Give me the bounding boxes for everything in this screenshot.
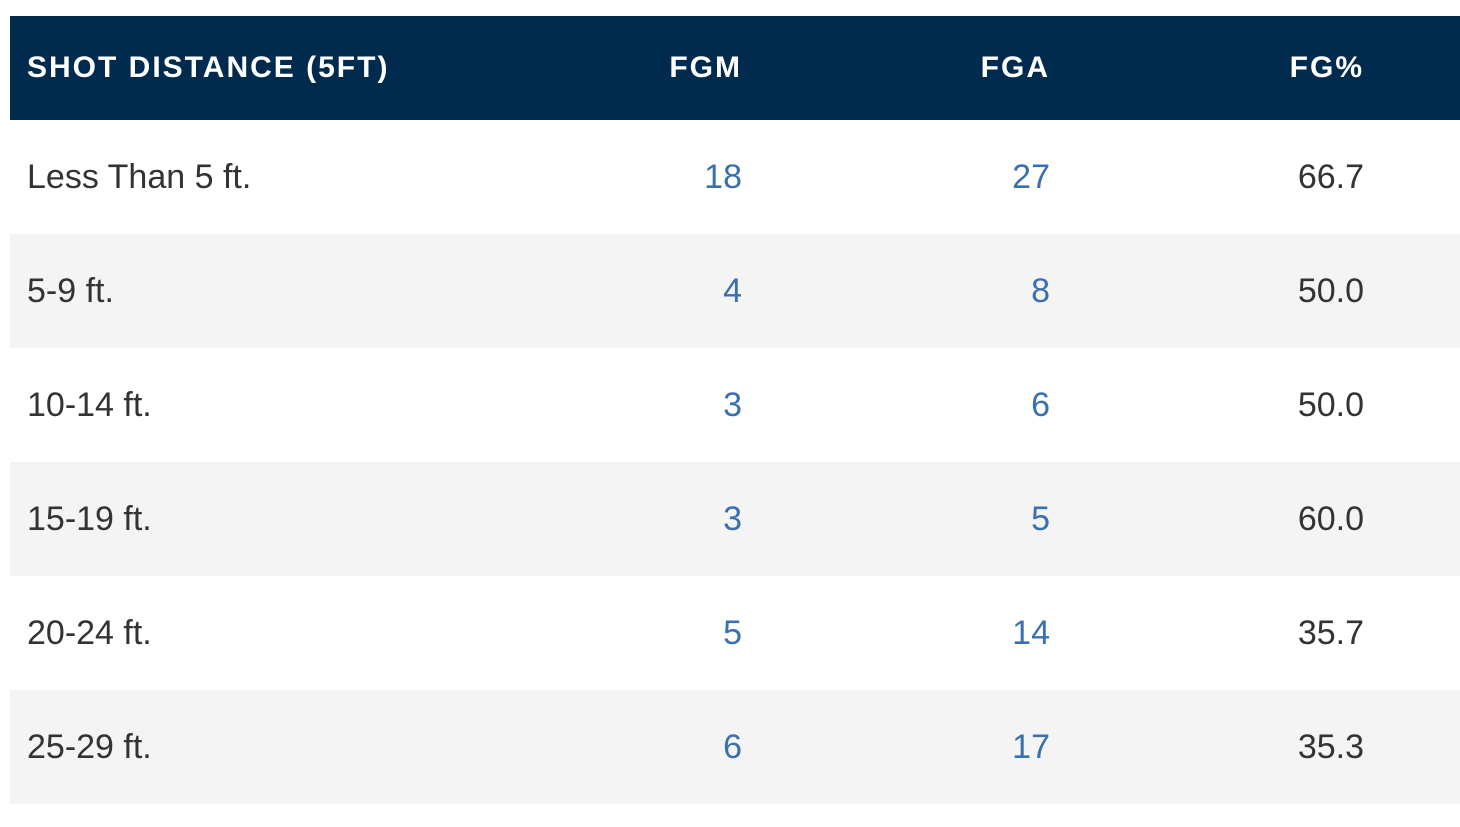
table-header: SHOT DISTANCE (5FT) FGM FGA FG% — [10, 16, 1460, 120]
row-spacer — [1364, 690, 1460, 804]
header-spacer — [1364, 16, 1460, 120]
table-row: 25-29 ft. 6 17 35.3 — [10, 690, 1460, 804]
cell-fgm-link[interactable]: 3 — [723, 385, 742, 424]
cell-fgm-link[interactable]: 18 — [704, 157, 742, 196]
row-spacer — [1364, 120, 1460, 234]
cell-shot-distance: 15-19 ft. — [27, 499, 152, 538]
table-row: Less Than 5 ft. 18 27 66.7 — [10, 120, 1460, 234]
cell-fga-link[interactable]: 5 — [1031, 499, 1050, 538]
cell-shot-distance: 25-29 ft. — [27, 727, 152, 766]
table-row: 5-9 ft. 4 8 50.0 — [10, 234, 1460, 348]
cell-shot-distance: 20-24 ft. — [27, 613, 152, 652]
cell-fga-link[interactable]: 27 — [1012, 157, 1050, 196]
cell-fg-pct: 50.0 — [1297, 385, 1364, 424]
row-spacer — [1364, 576, 1460, 690]
cell-shot-distance: 10-14 ft. — [27, 385, 152, 424]
header-row: SHOT DISTANCE (5FT) FGM FGA FG% — [10, 16, 1460, 120]
column-header-fgm[interactable]: FGM — [669, 51, 742, 84]
cell-shot-distance: 5-9 ft. — [27, 271, 114, 310]
cell-fgm-link[interactable]: 4 — [723, 271, 742, 310]
cell-fga-link[interactable]: 14 — [1012, 613, 1050, 652]
table-body: Less Than 5 ft. 18 27 66.7 5-9 ft. 4 8 5… — [10, 120, 1460, 804]
row-spacer — [1364, 234, 1460, 348]
column-header-shot-distance[interactable]: SHOT DISTANCE (5FT) — [27, 51, 390, 84]
cell-shot-distance: Less Than 5 ft. — [27, 157, 252, 196]
column-header-fga[interactable]: FGA — [980, 51, 1050, 84]
cell-fga-link[interactable]: 6 — [1031, 385, 1050, 424]
table-row: 20-24 ft. 5 14 35.7 — [10, 576, 1460, 690]
cell-fg-pct: 60.0 — [1297, 499, 1364, 538]
column-header-fg-pct[interactable]: FG% — [1289, 51, 1364, 84]
shot-distance-table-container: SHOT DISTANCE (5FT) FGM FGA FG% Less Tha… — [10, 16, 1460, 804]
cell-fgm-link[interactable]: 3 — [723, 499, 742, 538]
table-row: 10-14 ft. 3 6 50.0 — [10, 348, 1460, 462]
cell-fgm-link[interactable]: 5 — [723, 613, 742, 652]
cell-fg-pct: 66.7 — [1297, 157, 1364, 196]
cell-fga-link[interactable]: 17 — [1012, 727, 1050, 766]
cell-fgm-link[interactable]: 6 — [723, 727, 742, 766]
cell-fg-pct: 35.3 — [1297, 727, 1364, 766]
shot-distance-table: SHOT DISTANCE (5FT) FGM FGA FG% Less Tha… — [10, 16, 1460, 804]
row-spacer — [1364, 348, 1460, 462]
table-row: 15-19 ft. 3 5 60.0 — [10, 462, 1460, 576]
cell-fg-pct: 50.0 — [1297, 271, 1364, 310]
row-spacer — [1364, 462, 1460, 576]
cell-fga-link[interactable]: 8 — [1031, 271, 1050, 310]
cell-fg-pct: 35.7 — [1297, 613, 1364, 652]
